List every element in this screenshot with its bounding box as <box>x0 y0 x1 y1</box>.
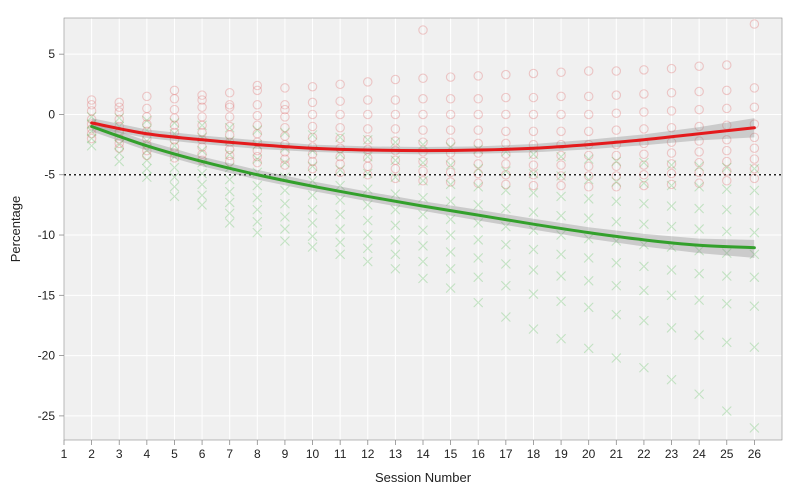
xtick-label: 5 <box>171 447 178 461</box>
xtick-label: 24 <box>692 447 706 461</box>
xtick-label: 26 <box>748 447 762 461</box>
xtick-label: 2 <box>88 447 95 461</box>
chart-container: { "chart": { "type": "scatter-with-smoot… <box>0 0 800 500</box>
xtick-label: 17 <box>499 447 513 461</box>
ytick-label: -20 <box>38 349 56 363</box>
ytick-label: -25 <box>38 409 56 423</box>
xtick-label: 21 <box>610 447 624 461</box>
xtick-label: 6 <box>199 447 206 461</box>
x-axis-label: Session Number <box>375 470 472 485</box>
xtick-label: 11 <box>334 447 347 461</box>
xtick-label: 14 <box>416 447 430 461</box>
ytick-label: -15 <box>38 288 56 302</box>
xtick-label: 3 <box>116 447 123 461</box>
ytick-label: 5 <box>48 47 55 61</box>
xtick-label: 10 <box>306 447 320 461</box>
y-axis-label: Percentage <box>8 196 23 263</box>
xtick-label: 19 <box>554 447 568 461</box>
xtick-label: 16 <box>472 447 486 461</box>
chart-svg: 1234567891011121314151617181920212223242… <box>0 0 800 500</box>
xtick-label: 18 <box>527 447 541 461</box>
xtick-label: 22 <box>637 447 651 461</box>
xtick-label: 20 <box>582 447 596 461</box>
ytick-label: -10 <box>38 228 56 242</box>
xtick-label: 12 <box>361 447 375 461</box>
xtick-label: 1 <box>61 447 68 461</box>
ytick-label: 0 <box>48 107 55 121</box>
xtick-label: 15 <box>444 447 458 461</box>
xtick-label: 25 <box>720 447 734 461</box>
xtick-label: 7 <box>226 447 233 461</box>
xtick-label: 23 <box>665 447 679 461</box>
xtick-label: 13 <box>389 447 403 461</box>
ytick-label: -5 <box>44 168 55 182</box>
xtick-label: 8 <box>254 447 261 461</box>
xtick-label: 9 <box>282 447 289 461</box>
xtick-label: 4 <box>144 447 151 461</box>
